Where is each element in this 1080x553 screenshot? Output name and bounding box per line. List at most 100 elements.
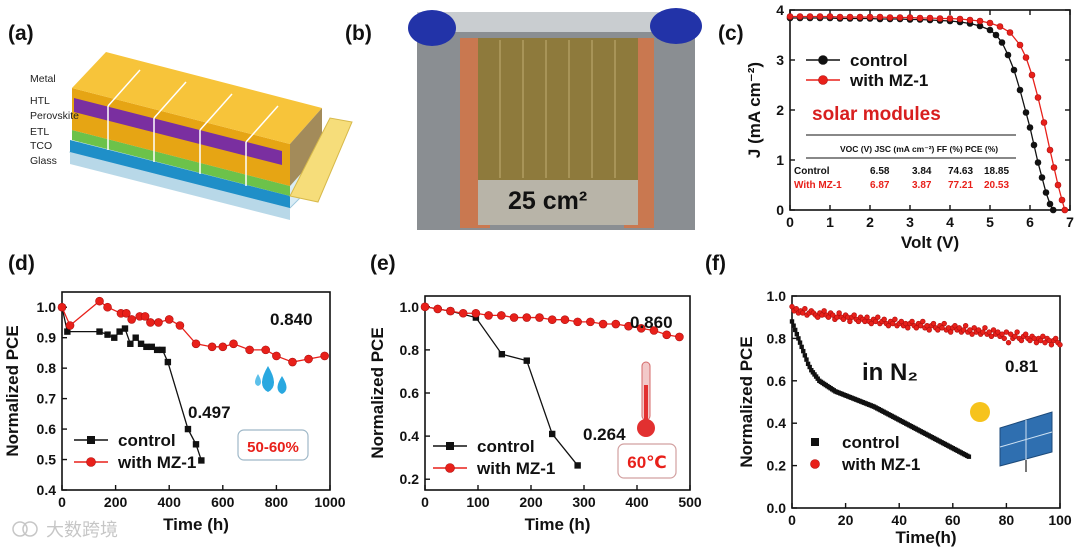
module-glass-edge (478, 180, 638, 225)
data-point (875, 314, 881, 320)
data-point (1046, 146, 1054, 154)
watermark: 大数跨境 (12, 520, 118, 540)
data-point (794, 331, 800, 337)
data-point (1042, 189, 1050, 196)
data-point (433, 304, 443, 314)
data-point (104, 331, 111, 338)
data-point (885, 322, 892, 329)
area-label: 25 cm² (508, 187, 587, 215)
data-point (446, 306, 455, 316)
data-point (96, 328, 103, 335)
data-point (855, 318, 862, 325)
data-point (1003, 329, 1010, 335)
data-point (840, 316, 847, 323)
data-point (806, 13, 814, 20)
y-tick-label: 0.8 (400, 342, 420, 358)
data-point (458, 308, 468, 318)
data-point (1042, 339, 1048, 346)
y-tick-label: 0.5 (37, 452, 57, 468)
x-tick-label: 100 (466, 494, 490, 510)
data-point (793, 327, 798, 333)
data-point (320, 351, 329, 361)
data-point (960, 327, 967, 333)
data-point (802, 306, 808, 312)
x-tick-label: 1000 (314, 494, 345, 510)
layer-label-etl: ETL (30, 126, 49, 138)
x-tick-label: 40 (891, 512, 907, 528)
legend-label: control (850, 51, 908, 70)
data-point (64, 328, 71, 335)
data-point (826, 13, 834, 20)
x-tick-label: 200 (104, 494, 128, 510)
data-point (876, 13, 884, 21)
data-point (1033, 339, 1040, 346)
data-point (121, 325, 129, 332)
legend-marker (818, 75, 828, 85)
data-point (804, 357, 809, 362)
layer-label-perovskite: Perovskite (30, 110, 79, 122)
panel-c: (c) 0 1 2 3 4 5 6 7 0 1 2 3 4 Volt (V) J (mA cm⁻²) cont… (718, 2, 1074, 252)
data-point (986, 26, 994, 34)
table-cell: 3.84 (912, 166, 932, 177)
data-point (143, 343, 150, 351)
data-point (836, 310, 842, 316)
data-point (164, 358, 172, 366)
data-point (886, 14, 894, 21)
layer-label-glass: Glass (30, 155, 57, 167)
table-cell: 20.53 (984, 180, 1009, 191)
x-tick-label: 0 (788, 512, 796, 528)
x-tick-label: 500 (678, 494, 702, 510)
data-point (164, 315, 174, 324)
data-point (1026, 124, 1034, 131)
data-point (793, 306, 799, 312)
data-point (786, 13, 794, 20)
table-cell: With MZ-1 (794, 180, 842, 191)
data-point (868, 320, 875, 327)
data-point (624, 321, 633, 331)
data-point (830, 312, 836, 318)
data-point (535, 313, 544, 322)
data-point (1046, 200, 1054, 208)
panel-a-label: (a) (8, 22, 34, 45)
final-value-mz: 0.81 (1005, 357, 1038, 376)
y-tick-label: 1.0 (400, 299, 420, 315)
data-point (1050, 164, 1058, 171)
data-point (547, 315, 557, 325)
data-point (935, 327, 941, 333)
data-point (245, 345, 254, 355)
photo-glare (417, 12, 695, 32)
data-point (967, 327, 973, 333)
data-point (939, 325, 945, 331)
x-tick-label: 0 (421, 494, 429, 510)
data-point (1001, 335, 1007, 342)
data-point (920, 318, 926, 325)
data-point (1049, 206, 1057, 214)
x-tick-label: 80 (999, 512, 1015, 528)
x-tick-label: 7 (1066, 214, 1074, 230)
x-axis-label: Time(h) (895, 528, 956, 547)
data-point (986, 19, 994, 27)
legend-marker (445, 463, 455, 473)
table-header: VOC (V) JSC (mA cm⁻²) FF (%) PCE (%) (840, 144, 998, 154)
data-point (148, 343, 155, 351)
data-point (789, 319, 795, 324)
data-point (1014, 329, 1020, 335)
y-tick-label: 0.6 (767, 373, 787, 389)
x-tick-label: 1 (826, 214, 834, 230)
panel-grid-line (999, 431, 1053, 448)
x-tick-label: 3 (906, 214, 914, 230)
data-point (662, 330, 671, 340)
data-point (930, 320, 937, 327)
data-point (1027, 337, 1033, 344)
data-point (1004, 51, 1012, 59)
x-tick-label: 300 (572, 494, 596, 510)
data-point (1007, 331, 1014, 337)
table-cell: 77.21 (948, 180, 973, 191)
temperature-label: 60℃ (627, 453, 667, 472)
data-point (57, 302, 67, 312)
data-point (962, 322, 969, 329)
legend-marker (810, 459, 820, 469)
panel-e-label: (e) (370, 252, 396, 275)
plot-frame (61, 291, 331, 491)
data-point (807, 364, 812, 370)
